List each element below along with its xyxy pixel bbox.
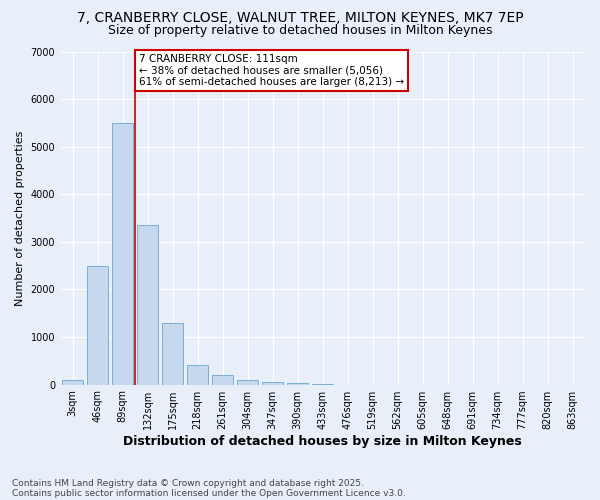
Bar [262, 382, 283, 384]
Bar [137, 225, 158, 384]
Text: Size of property relative to detached houses in Milton Keynes: Size of property relative to detached ho… [108, 24, 492, 37]
Text: 7, CRANBERRY CLOSE, WALNUT TREE, MILTON KEYNES, MK7 7EP: 7, CRANBERRY CLOSE, WALNUT TREE, MILTON … [77, 11, 523, 25]
Bar [162, 322, 183, 384]
Bar [62, 380, 83, 384]
X-axis label: Distribution of detached houses by size in Milton Keynes: Distribution of detached houses by size … [123, 434, 522, 448]
Text: 7 CRANBERRY CLOSE: 111sqm
← 38% of detached houses are smaller (5,056)
61% of se: 7 CRANBERRY CLOSE: 111sqm ← 38% of detac… [139, 54, 404, 87]
Bar [212, 375, 233, 384]
Y-axis label: Number of detached properties: Number of detached properties [15, 130, 25, 306]
Bar [287, 383, 308, 384]
Bar [237, 380, 258, 384]
Text: Contains HM Land Registry data © Crown copyright and database right 2025.
Contai: Contains HM Land Registry data © Crown c… [12, 479, 406, 498]
Bar [112, 123, 133, 384]
Bar [87, 266, 108, 384]
Bar [187, 364, 208, 384]
